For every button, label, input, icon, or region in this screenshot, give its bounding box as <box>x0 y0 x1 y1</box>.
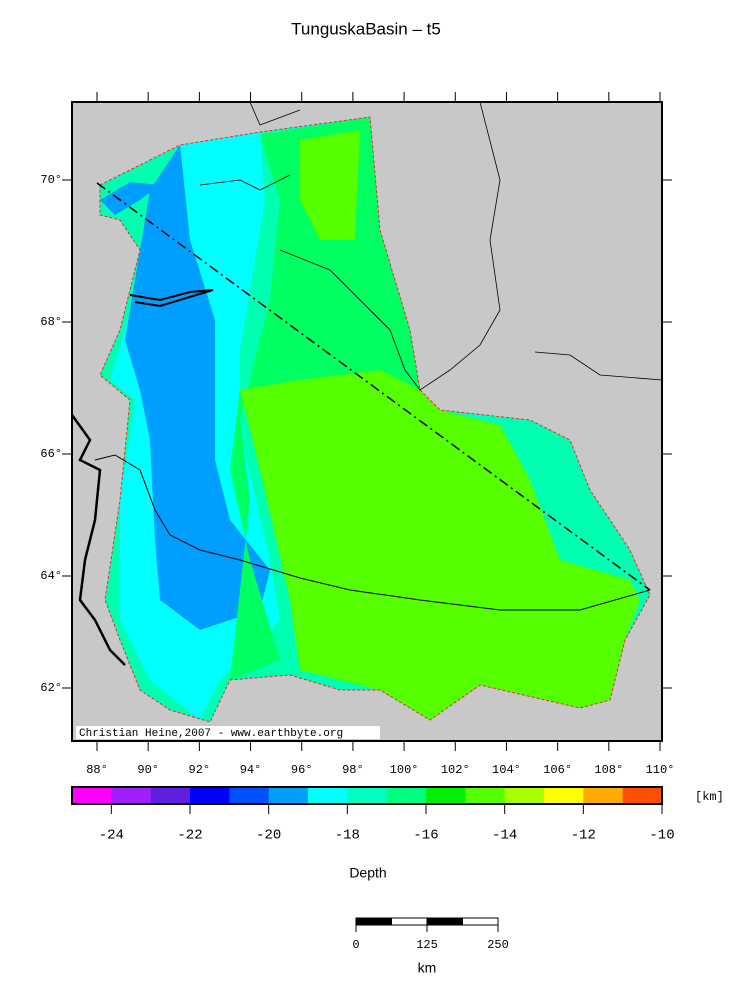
lat-label: 64° <box>40 569 62 583</box>
colorbar-tick-label: -20 <box>256 828 281 844</box>
zone-blue <box>125 145 270 630</box>
zone-lime-north <box>300 130 360 240</box>
colorbar-bin <box>347 787 388 804</box>
colorbar-bin <box>583 787 624 804</box>
basin-outline <box>99 116 651 723</box>
colorbar-bin <box>504 787 545 804</box>
colorbar-bin <box>150 787 191 804</box>
colorbar-unit: [km] <box>695 790 724 804</box>
zone-blue-hook <box>100 182 160 215</box>
credit-box <box>76 726 380 739</box>
scale-segment <box>391 917 428 926</box>
title: TunguskaBasin – t5 <box>291 19 441 38</box>
scale-segment <box>426 917 463 926</box>
colorbar-tick-label: -14 <box>492 828 517 844</box>
credit: Christian Heine,2007 - www.earthbyte.org <box>79 728 343 740</box>
lon-label: 102° <box>441 763 470 777</box>
river <box>94 454 651 611</box>
colorbar-tick-label: -22 <box>177 828 202 844</box>
colorbar-bin <box>72 787 112 804</box>
colorbar-bin <box>386 787 427 804</box>
colorbar-frame <box>71 786 663 805</box>
colorbar-bin <box>426 787 466 804</box>
river <box>199 101 501 391</box>
lon-label: 110° <box>646 763 675 777</box>
map: Christian Heine,2007 - www.earthbyte.org <box>70 101 663 742</box>
lat-label: 68° <box>40 315 62 329</box>
lon-label: 108° <box>594 763 623 777</box>
lon-label: 94° <box>240 763 262 777</box>
colorbar-bin <box>308 787 348 804</box>
river <box>70 414 126 666</box>
scale-label: 0 <box>352 938 359 952</box>
colorbar-tick-label: -24 <box>99 828 124 844</box>
lon-label: 92° <box>189 763 211 777</box>
scale-label: 125 <box>416 938 438 952</box>
scale-label: 250 <box>487 938 509 952</box>
lon-label: 104° <box>492 763 521 777</box>
section-line <box>96 182 651 591</box>
lat-label: 70° <box>40 173 62 187</box>
zone-lime <box>240 370 640 720</box>
colorbar-tick-label: -12 <box>571 828 596 844</box>
river <box>249 101 663 381</box>
lon-label: 100° <box>390 763 419 777</box>
lon-label: 88° <box>86 763 108 777</box>
lat-label: 62° <box>40 681 62 695</box>
scale-segment <box>355 917 392 926</box>
colorbar-bin <box>111 787 152 804</box>
colorbar-bin <box>544 787 584 804</box>
lon-label: 96° <box>291 763 313 777</box>
colorbar-bin <box>268 787 309 804</box>
colorbar-bin <box>622 787 663 804</box>
map-frame <box>71 101 663 742</box>
lat-label: 66° <box>40 447 62 461</box>
colorbar-label: Depth <box>349 865 386 881</box>
colorbar-tick-label: -10 <box>649 828 674 844</box>
scale-unit: km <box>418 960 437 976</box>
lon-label: 106° <box>543 763 572 777</box>
lon-label: 98° <box>342 763 364 777</box>
zone-green <box>230 117 420 680</box>
colorbar-tick-label: -16 <box>413 828 438 844</box>
lake <box>129 289 214 308</box>
colorbar-bin <box>190 787 230 804</box>
colorbar-bin <box>465 787 506 804</box>
colorbar-bin <box>229 787 270 804</box>
lon-label: 90° <box>137 763 159 777</box>
colorbar-tick-label: -18 <box>335 828 360 844</box>
scale-segment <box>462 917 499 926</box>
